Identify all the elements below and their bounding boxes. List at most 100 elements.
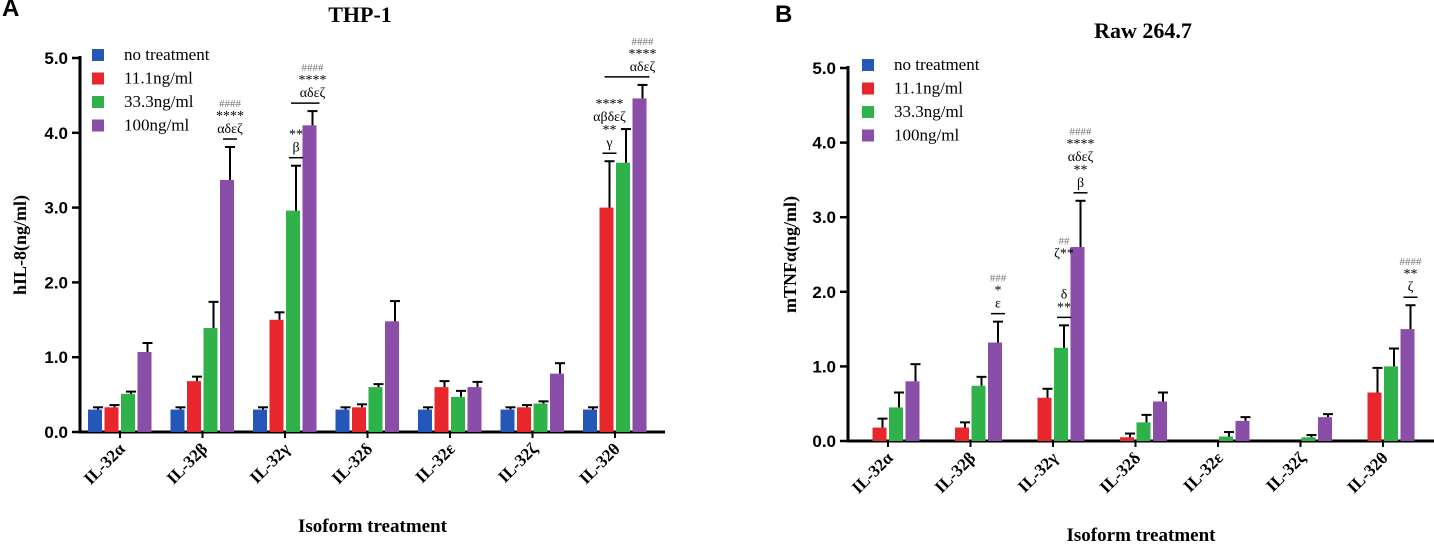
panel-b-x-tick-label: IL-32α	[848, 448, 897, 497]
panel-a-legend-label: 11.1ng/ml	[124, 69, 193, 88]
panel-b-legend-label: 11.1ng/ml	[894, 79, 963, 98]
panel-a-legend-swatch	[92, 96, 104, 108]
panel-b-bar	[1384, 366, 1398, 441]
panel-a-bar	[253, 409, 267, 432]
panel-a-sig-label: αδεζ	[630, 60, 656, 75]
panel-a-x-tick-label: IL-32ζ	[494, 439, 542, 487]
panel-b-bar	[1054, 347, 1068, 441]
panel-b-sig-label: ####	[1070, 126, 1093, 138]
panel-b-sig-label: **	[1404, 267, 1418, 282]
panel-a-x-tick-label: IL-32θ	[575, 439, 624, 488]
panel-a-bar	[418, 409, 432, 432]
panel-b-sig-label: ****	[1067, 137, 1095, 152]
panel-b-bar	[872, 427, 887, 441]
panel-a-legend-swatch	[92, 119, 104, 132]
panel-a-bar	[203, 328, 218, 432]
panel-b-bar	[905, 381, 920, 441]
panel-b-sig-label: β	[1077, 176, 1084, 191]
panel-b-sig-label: *	[995, 284, 1002, 299]
panel-b-bar	[1136, 422, 1151, 441]
panel-b-bar	[1037, 397, 1052, 441]
panel-b-legend-swatch	[862, 82, 874, 95]
panel-b-y-tick-label: 2.0	[812, 283, 836, 302]
panel-b-bar	[1318, 417, 1332, 441]
panel-b-x-tick-label: IL-32δ	[1096, 448, 1145, 497]
panel-a-sig-label: β	[292, 141, 299, 156]
panel-b-legend-swatch	[862, 59, 874, 71]
panel-a-sig-label: **	[603, 123, 617, 138]
panel-b-x-tick-label: IL-32θ	[1343, 448, 1392, 497]
panel-b-legend-swatch	[862, 106, 874, 118]
panel-a-y-label: hIL-8(ng/ml)	[10, 195, 31, 295]
panel-b-sig-label: ##	[1059, 235, 1071, 247]
panel-a-bar	[632, 98, 647, 432]
panel-b-bar	[1235, 420, 1250, 441]
panel-b-bar	[955, 427, 969, 441]
panel-a-bar	[451, 396, 465, 432]
panel-b-x-tick-label: IL-32β	[931, 448, 980, 497]
panel-b-legend-label: no treatment	[894, 55, 980, 74]
panel-a-bar	[434, 387, 449, 432]
panel-b-y-tick-label: 5.0	[812, 59, 836, 78]
panel-b-legend-swatch	[862, 129, 874, 142]
panel-a-bar	[517, 407, 531, 432]
panel-a-bar	[220, 179, 234, 432]
panel-a-bar	[352, 407, 366, 432]
panel-a-bar	[121, 393, 135, 432]
panel-a-y-tick-label: 4.0	[44, 124, 68, 143]
panel-a-bar	[467, 387, 482, 432]
panel-b-bar	[1301, 437, 1316, 441]
panel-a-legend-swatch	[92, 49, 104, 61]
panel-a-bar	[286, 210, 300, 432]
panel-a-bar	[533, 403, 548, 432]
panel-a-bar	[599, 207, 614, 432]
panel-b-sig-label: **	[1074, 163, 1088, 178]
panel-a-bar	[137, 351, 152, 432]
panel-a-y-tick-label: 5.0	[44, 49, 68, 68]
panel-b-x-tick-label: IL-32ζ	[1262, 448, 1310, 496]
panel-b-sig-label: αδεζ	[1068, 150, 1094, 165]
panel-a-bar	[170, 409, 185, 432]
panel-b-sig-label: ζ**	[1054, 246, 1074, 261]
panel-b-bar	[988, 342, 1002, 441]
panel-a-x-tick-label: IL-32β	[163, 439, 212, 488]
panel-a-y-tick-label: 3.0	[44, 199, 68, 218]
panel-a-legend-swatch	[92, 72, 104, 85]
panel-b-bar	[889, 407, 903, 441]
panel-b-bar	[1367, 392, 1382, 441]
panel-a-sig-label: **	[289, 128, 303, 143]
panel-a-bar	[368, 387, 383, 432]
panel-b-sig-label: ζ	[1408, 280, 1414, 295]
panel-a-bar	[616, 162, 630, 432]
panel-b-x-tick-label: IL-32ε	[1180, 448, 1227, 495]
panel-a-bar	[335, 409, 350, 432]
panel-a-x-tick-label: IL-32δ	[328, 439, 377, 488]
panel-a-y-tick-label: 1.0	[44, 348, 68, 367]
panel-a-sig-label: αβδεζ	[593, 110, 626, 125]
panel-b-sig-label: **	[1057, 300, 1071, 315]
panel-b-y-label: mTNFα(ng/ml)	[780, 196, 801, 313]
panel-b-y-tick-label: 4.0	[812, 134, 836, 153]
panel-b-y-tick-label: 1.0	[812, 357, 836, 376]
panel-b-letter: B	[775, 1, 792, 28]
panel-a-x-tick-label: IL-32ε	[412, 439, 459, 486]
panel-a-x-tick-label: IL-32γ	[246, 439, 294, 487]
panel-a-legend-label: 33.3ng/ml	[124, 92, 194, 111]
panel-b-sig-label: ###	[990, 273, 1007, 285]
panel-b-y-tick-label: 3.0	[812, 208, 836, 227]
panel-b-sig-label: ####	[1400, 256, 1423, 268]
panel-b-x-label: Isoform treatment	[1067, 525, 1217, 546]
panel-a-sig-label: ####	[632, 36, 655, 48]
panel-a-bar	[302, 125, 317, 432]
panel-a-title: THP-1	[328, 2, 392, 27]
panel-a-legend-label: 100ng/ml	[124, 116, 189, 135]
panel-a-bar	[104, 407, 119, 432]
panel-b-bar	[1400, 329, 1415, 441]
panel-b-title: Raw 264.7	[1094, 18, 1192, 43]
panel-b-bar	[1070, 247, 1085, 441]
panel-b-bar	[1219, 436, 1233, 441]
panel-b-legend-label: 33.3ng/ml	[894, 102, 964, 121]
panel-a-sig-label: ####	[219, 98, 242, 110]
panel-a-bar	[550, 373, 564, 432]
